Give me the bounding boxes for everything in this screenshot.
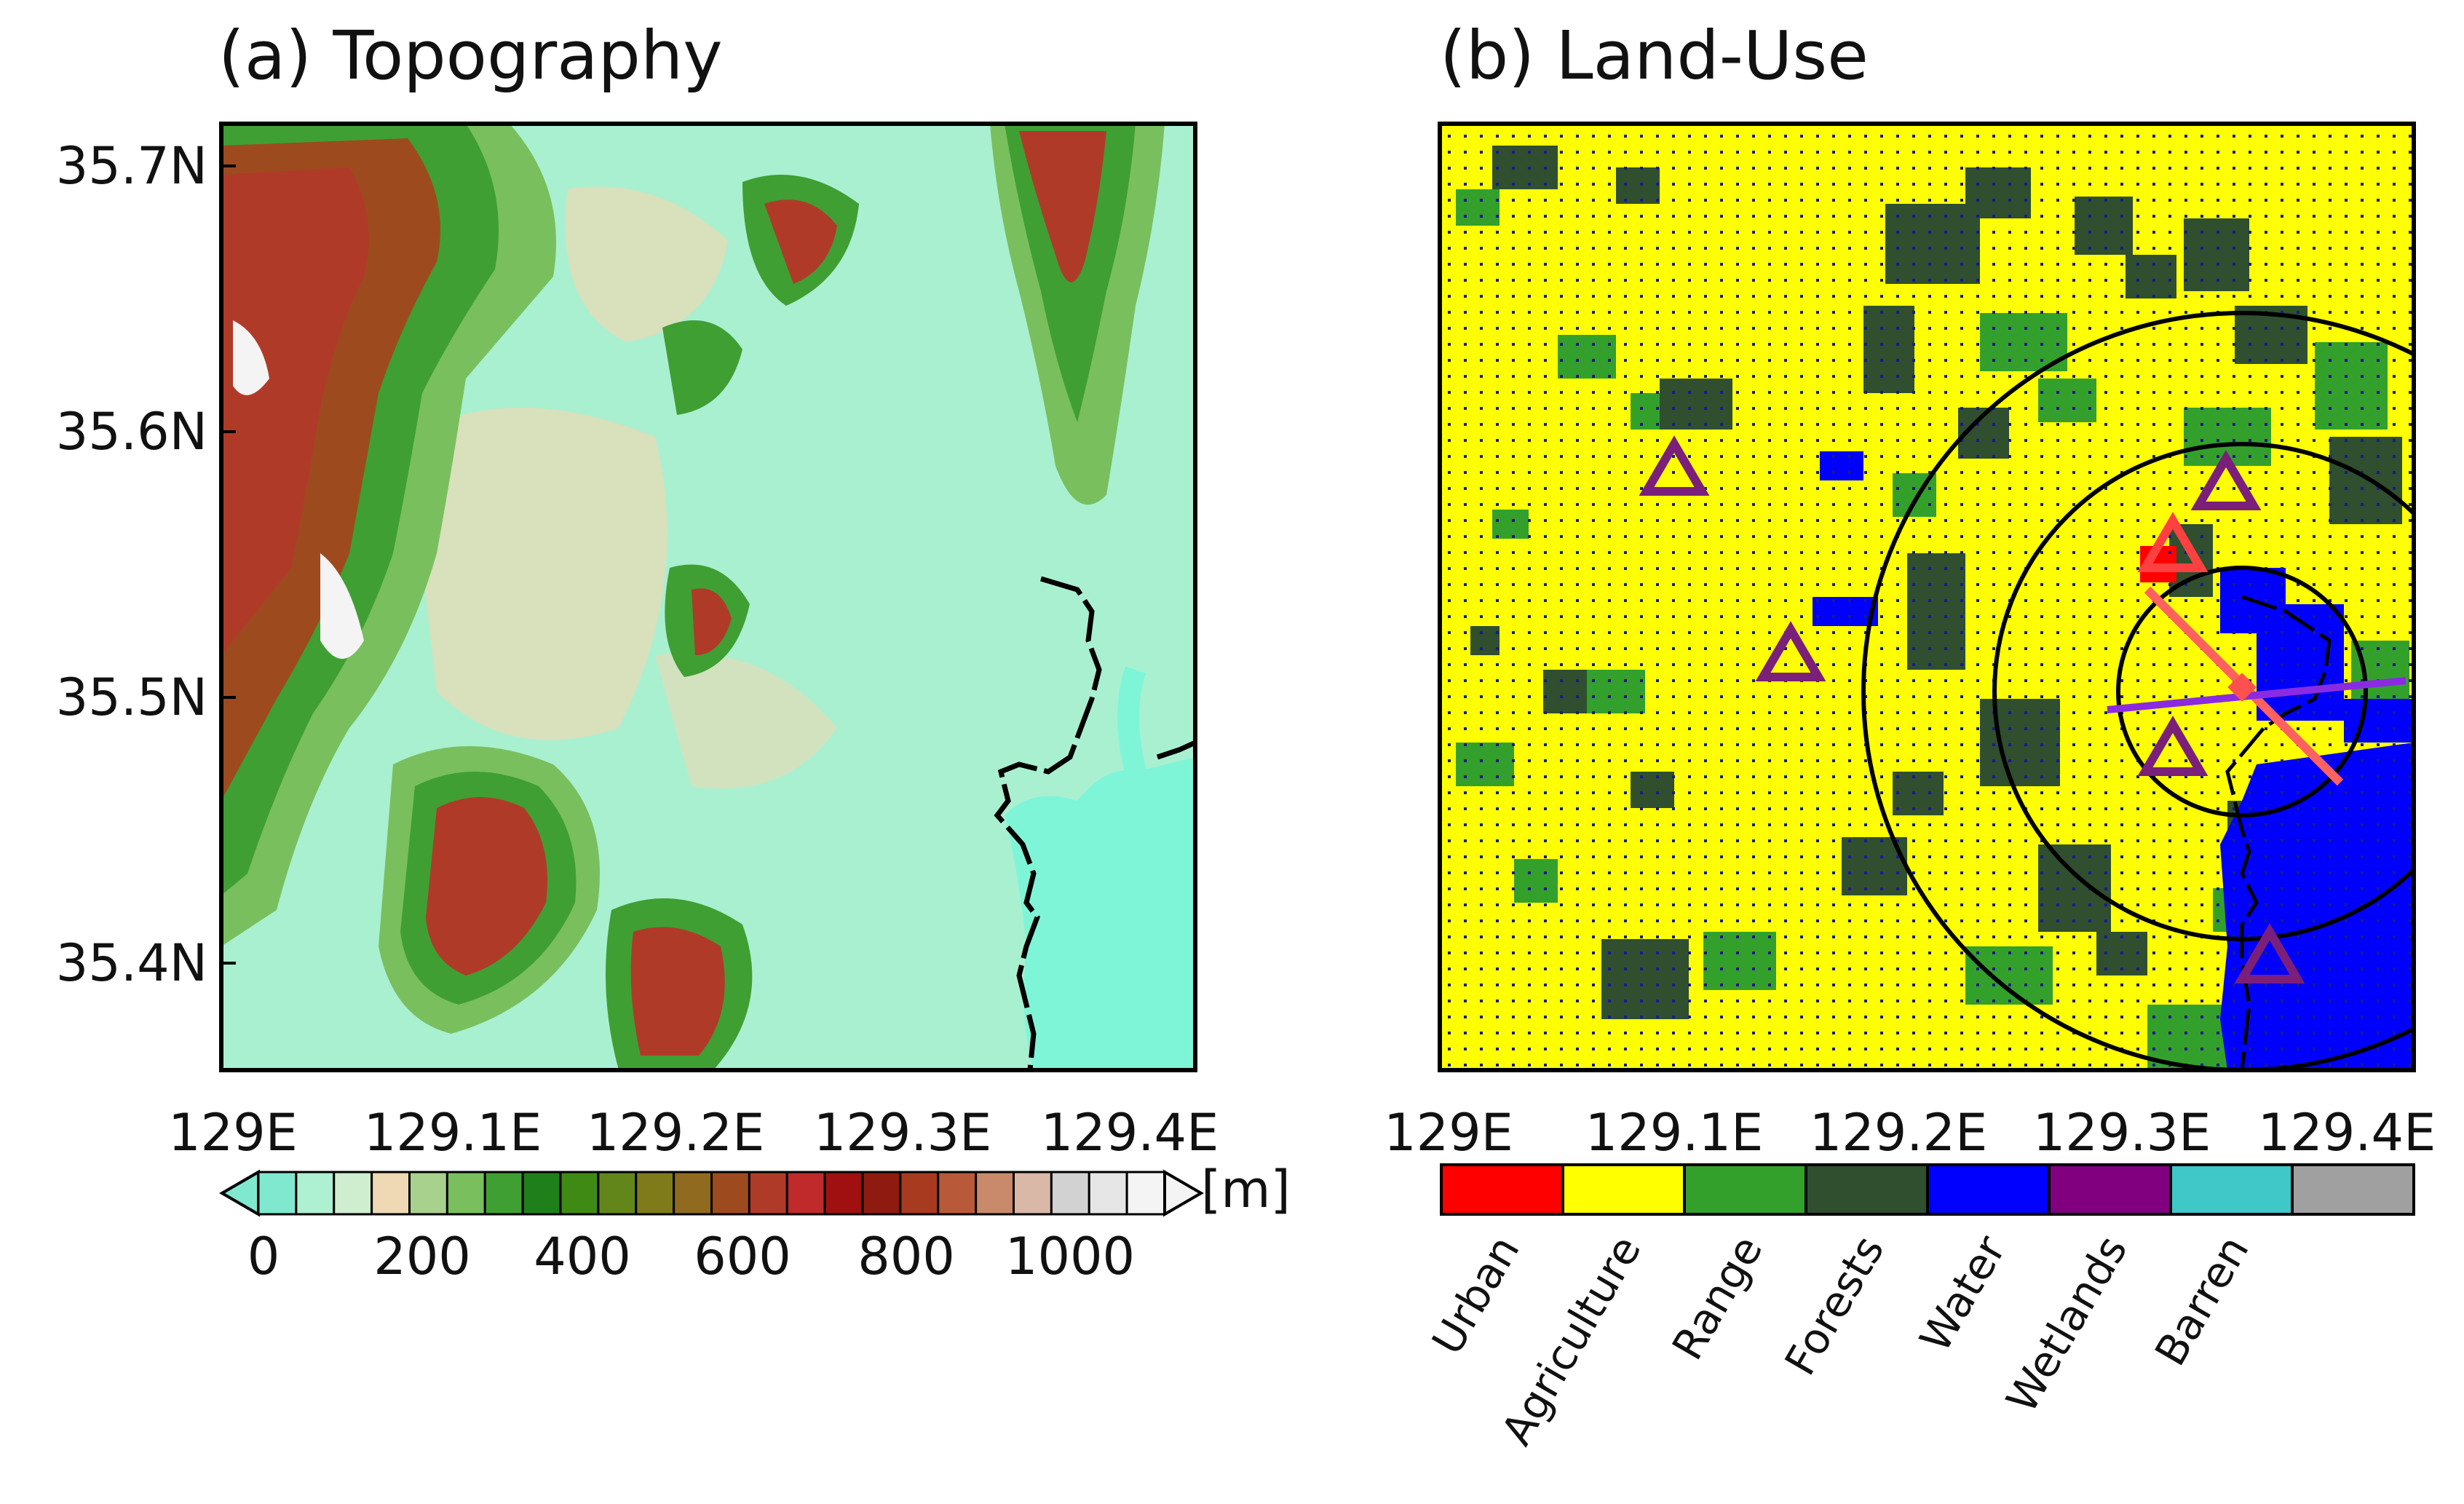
site-triangle-marker <box>2137 716 2209 776</box>
site-triangle-marker <box>1639 435 1710 496</box>
x-tick-label: 129.2E <box>587 1103 765 1163</box>
x-tick-label: 129E <box>1384 1103 1513 1163</box>
colorbar-swatch <box>295 1171 336 1216</box>
colorbar-swatch <box>408 1171 448 1216</box>
colorbar-tick-label: 600 <box>694 1227 791 1286</box>
legend-swatch <box>1926 1163 2051 1216</box>
colorbar-swatch <box>483 1171 524 1216</box>
colorbar-swatch <box>1013 1171 1053 1216</box>
colorbar-swatch <box>371 1171 411 1216</box>
colorbar-swatch <box>748 1171 788 1216</box>
colorbar-max-arrow <box>1163 1169 1204 1217</box>
legend-label: Urban <box>1422 1227 1529 1363</box>
colorbar-swatch <box>673 1171 713 1216</box>
x-tick-label: 129.4E <box>2258 1103 2436 1163</box>
y-tick-label: 35.4N <box>56 933 207 993</box>
panel-a-y-axis: 35.7N 35.6N 35.5N 35.4N <box>56 136 236 993</box>
legend-label: Wetlands <box>1997 1227 2137 1421</box>
x-tick-label: 129E <box>168 1103 298 1163</box>
colorbar-tick-label: 200 <box>373 1227 471 1286</box>
colorbar-min-arrow <box>219 1169 260 1217</box>
panel-a-frame <box>219 122 1197 1072</box>
y-tick-label: 35.5N <box>56 668 207 727</box>
legend-swatch <box>1805 1163 1929 1216</box>
x-tick-label: 129.3E <box>814 1103 992 1163</box>
colorbar-swatch <box>823 1171 864 1216</box>
colorbar-swatch <box>710 1171 750 1216</box>
colorbar-swatch <box>597 1171 638 1216</box>
colorbar-swatch <box>1125 1171 1166 1216</box>
x-tick-label: 129.1E <box>1585 1103 1764 1163</box>
colorbar-swatch <box>975 1171 1015 1216</box>
topography-colorbar <box>219 1169 1204 1217</box>
legend-label: Range <box>1663 1227 1772 1368</box>
site-triangle-marker <box>2234 923 2305 983</box>
colorbar-swatch <box>1050 1171 1090 1216</box>
x-tick-label: 129.3E <box>2033 1103 2211 1163</box>
site-triangle-marker <box>1755 621 1826 681</box>
colorbar-swatch <box>559 1171 600 1216</box>
colorbar-swatch <box>635 1171 676 1216</box>
colorbar-swatch <box>1088 1171 1128 1216</box>
colorbar-swatch <box>333 1171 373 1216</box>
legend-label: Forests <box>1775 1227 1894 1383</box>
topography-map <box>221 124 1195 1070</box>
legend-swatch <box>1440 1163 1564 1216</box>
colorbar-swatch <box>861 1171 902 1216</box>
colorbar-tick-label: 400 <box>534 1227 631 1286</box>
colorbar-tick-label: 1000 <box>1005 1227 1135 1286</box>
land-use-map <box>1440 124 2414 1070</box>
site-markers <box>1639 435 2305 983</box>
x-tick-label: 129.4E <box>1041 1103 1219 1163</box>
y-tick-label: 35.6N <box>56 402 207 462</box>
colorbar-swatch <box>521 1171 562 1216</box>
legend-swatch <box>1561 1163 1686 1216</box>
colorbar-tick-label: 800 <box>857 1227 955 1286</box>
panel-b-frame <box>1438 122 2416 1072</box>
panel-a-x-axis: 129E 129.1E 129.2E 129.3E 129.4E <box>168 1103 1219 1163</box>
colorbar-tick-label: 0 <box>247 1227 280 1286</box>
colorbar-labels: 0 200 400 600 800 1000 <box>247 1227 1135 1286</box>
legend-label: Water <box>1910 1227 2016 1361</box>
legend-swatch <box>1683 1163 1807 1216</box>
urban-triangle-marker <box>2137 512 2209 572</box>
x-tick-label: 129.1E <box>364 1103 542 1163</box>
legend-swatch <box>2048 1163 2172 1216</box>
panel-b-title: (b) Land-Use <box>1440 17 1869 95</box>
colorbar-swatch <box>257 1171 298 1216</box>
colorbar-swatch <box>899 1171 940 1216</box>
colorbar-unit: [m] <box>1201 1160 1291 1219</box>
panel-a-title: (a) Topography <box>218 17 723 95</box>
legend-swatch <box>2169 1163 2294 1216</box>
site-triangle-marker <box>2190 450 2262 510</box>
colorbar-swatch <box>937 1171 978 1216</box>
legend-swatch <box>2291 1163 2415 1216</box>
x-tick-label: 129.2E <box>1810 1103 1988 1163</box>
colorbar-swatch <box>785 1171 826 1216</box>
y-tick-label: 35.7N <box>56 136 207 196</box>
panel-b-x-axis: 129E 129.1E 129.2E 129.3E 129.4E <box>1384 1103 2436 1163</box>
colorbar-swatch <box>445 1171 486 1216</box>
legend-label: Barren <box>2145 1227 2258 1374</box>
